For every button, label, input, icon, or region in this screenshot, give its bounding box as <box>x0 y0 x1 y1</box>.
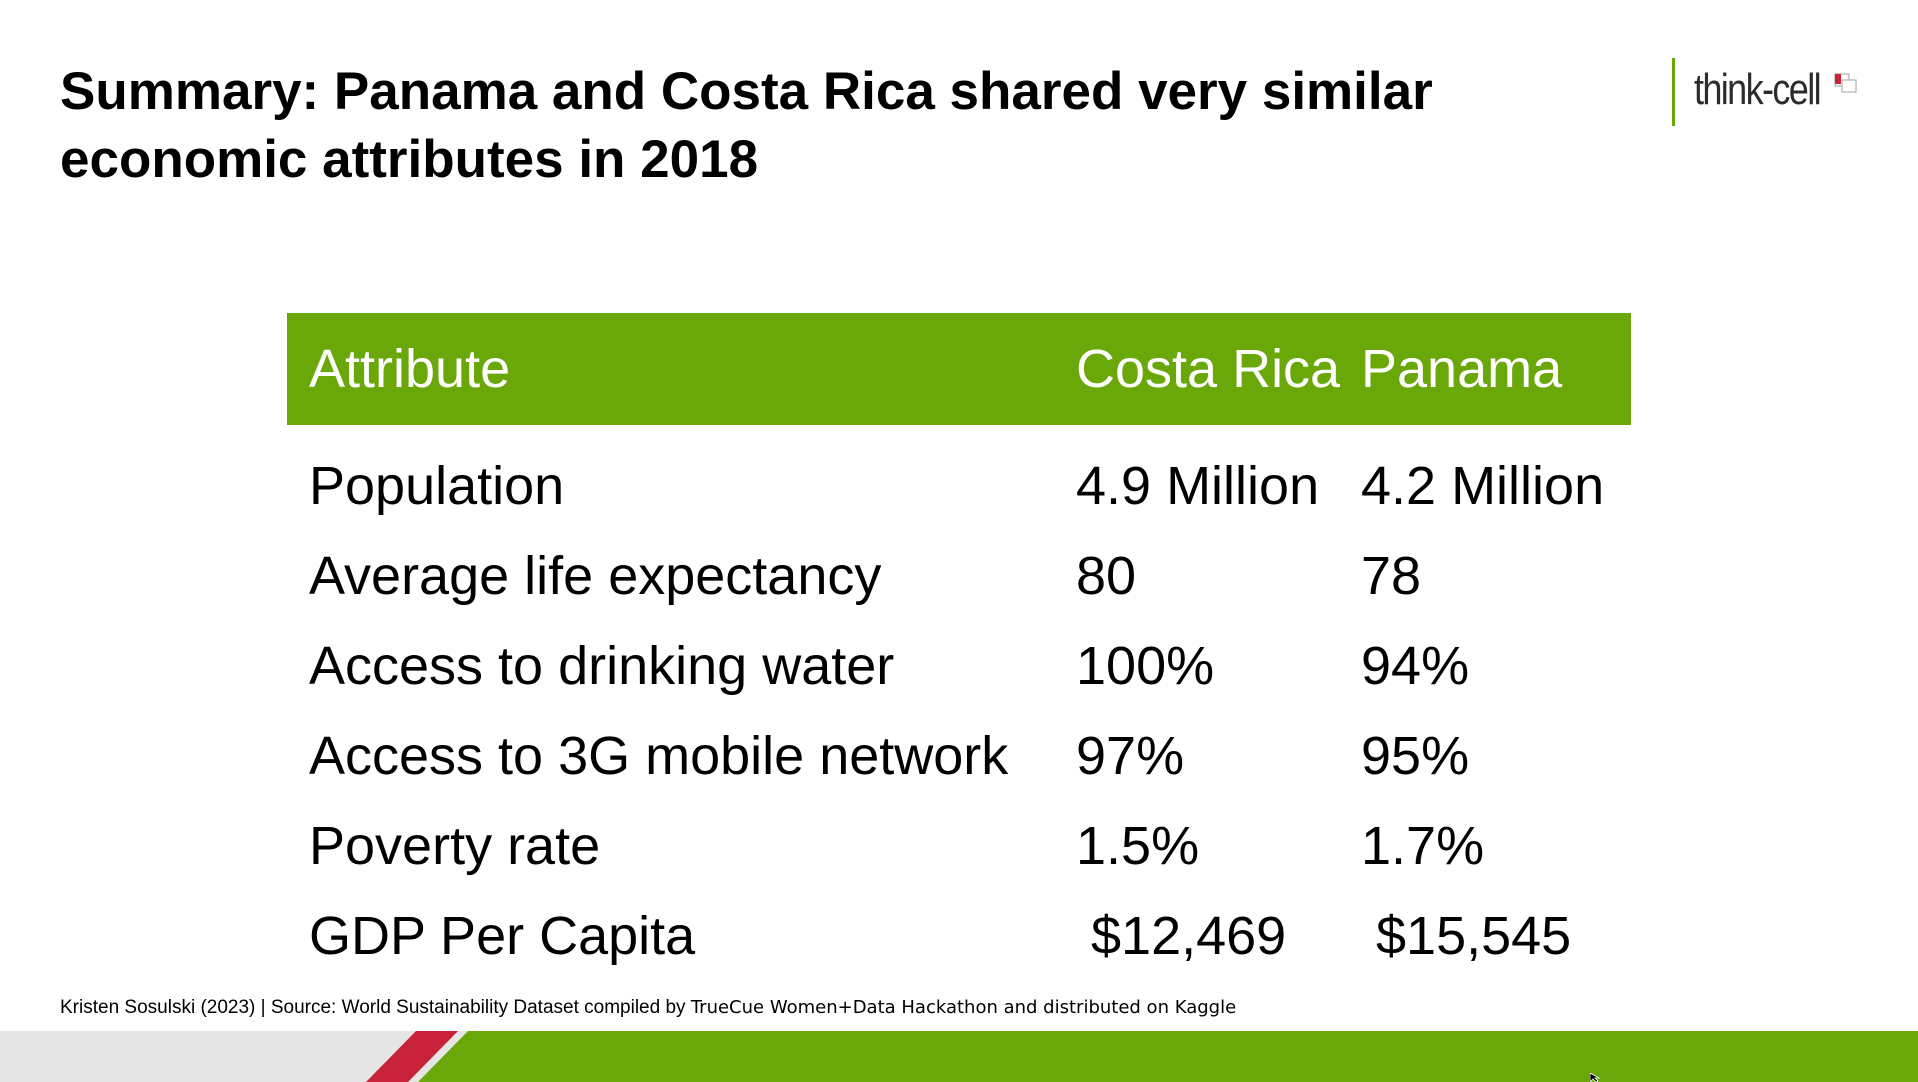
logo-text: think-cell <box>1694 65 1822 114</box>
header-attribute: Attribute <box>309 339 511 399</box>
attributes-table: Attribute Costa Rica Panama Population 4… <box>287 313 1631 981</box>
source-note-part1: Kristen Sosulski (2023) | Source: World … <box>60 997 691 1018</box>
attribute-cell: Population <box>309 456 565 516</box>
costa-rica-cell: $12,469 <box>1076 906 1287 966</box>
costa-rica-cell: 97% <box>1076 726 1185 786</box>
attribute-cell: Average life expectancy <box>309 546 882 606</box>
think-cell-logo: think-cell <box>1672 58 1872 126</box>
table-spacer <box>287 425 1631 441</box>
slide-title: Summary: Panama and Costa Rica shared ve… <box>60 62 1433 189</box>
panama-cell: $15,545 <box>1361 906 1572 966</box>
costa-rica-cell: 100% <box>1076 636 1215 696</box>
panama-cell: 95% <box>1361 726 1470 786</box>
panama-cell: 94% <box>1361 636 1470 696</box>
table-row: GDP Per Capita $12,469 $15,545 <box>287 891 1631 981</box>
logo-mark-icon <box>1834 73 1857 93</box>
mouse-cursor-icon <box>1590 1073 1601 1082</box>
footer-band <box>0 1031 1918 1082</box>
logo-divider <box>1672 58 1675 126</box>
source-note-part2: TrueCue Women+Data Hackathon and distrib… <box>690 997 1237 1018</box>
header-costa-rica: Costa Rica <box>1076 339 1341 399</box>
panama-cell: 78 <box>1361 546 1422 606</box>
table-row: Access to 3G mobile network 97% 95% <box>287 711 1631 801</box>
costa-rica-cell: 80 <box>1076 546 1137 606</box>
table-row: Poverty rate 1.5% 1.7% <box>287 801 1631 891</box>
footer-band-graphic <box>0 1031 1918 1082</box>
table-row: Average life expectancy 80 78 <box>287 531 1631 621</box>
costa-rica-cell: 1.5% <box>1076 816 1200 876</box>
panama-cell: 4.2 Million <box>1361 456 1605 516</box>
attribute-cell: Poverty rate <box>309 816 601 876</box>
attribute-cell: Access to drinking water <box>309 636 895 696</box>
table-row: Access to drinking water 100% 94% <box>287 621 1631 711</box>
table-row: Population 4.9 Million 4.2 Million <box>287 441 1631 531</box>
attribute-cell: GDP Per Capita <box>309 906 696 966</box>
panama-cell: 1.7% <box>1361 816 1485 876</box>
attribute-cell: Access to 3G mobile network <box>309 726 1009 786</box>
header-panama: Panama <box>1361 339 1563 399</box>
table-header-row: Attribute Costa Rica Panama <box>287 313 1631 425</box>
source-note: Kristen Sosulski (2023) | Source: World … <box>60 996 1236 1020</box>
costa-rica-cell: 4.9 Million <box>1076 456 1320 516</box>
